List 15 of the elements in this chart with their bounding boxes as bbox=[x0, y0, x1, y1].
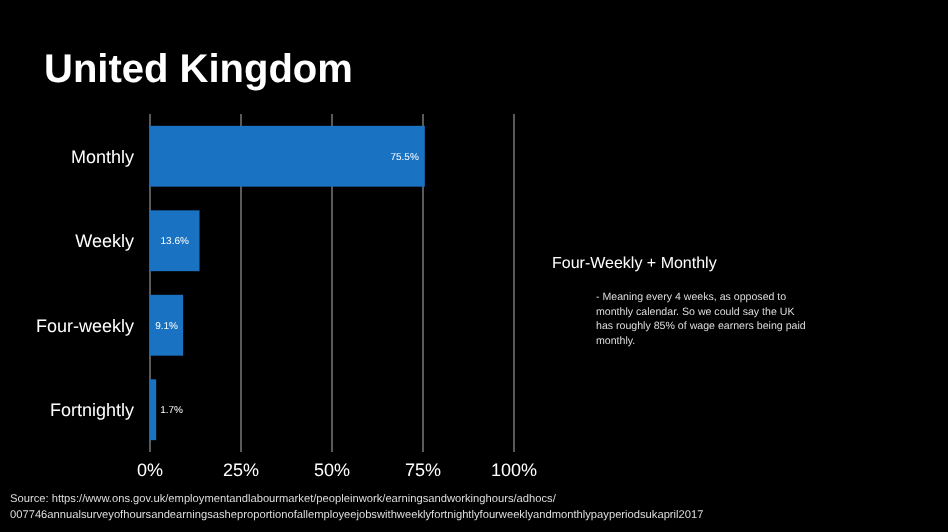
chart-title: United Kingdom bbox=[44, 48, 353, 92]
y-tick-label: Monthly bbox=[70, 146, 135, 167]
bar bbox=[150, 210, 200, 272]
y-tick-label: Fortnightly bbox=[49, 400, 135, 421]
bar bbox=[150, 125, 425, 187]
y-tick-label: Four-weekly bbox=[35, 315, 135, 336]
bar bbox=[150, 294, 184, 356]
x-tick-label: 75% bbox=[404, 460, 442, 480]
text: Four-Weekly + Monthly bbox=[552, 254, 717, 272]
x-tick-label: 50% bbox=[313, 460, 351, 480]
x-tick-label: 25% bbox=[222, 460, 260, 480]
bar bbox=[150, 379, 157, 441]
x-tick-label: 100% bbox=[490, 460, 538, 480]
x-tick-label: 0% bbox=[136, 460, 164, 480]
y-tick-label: Weekly bbox=[75, 231, 135, 252]
